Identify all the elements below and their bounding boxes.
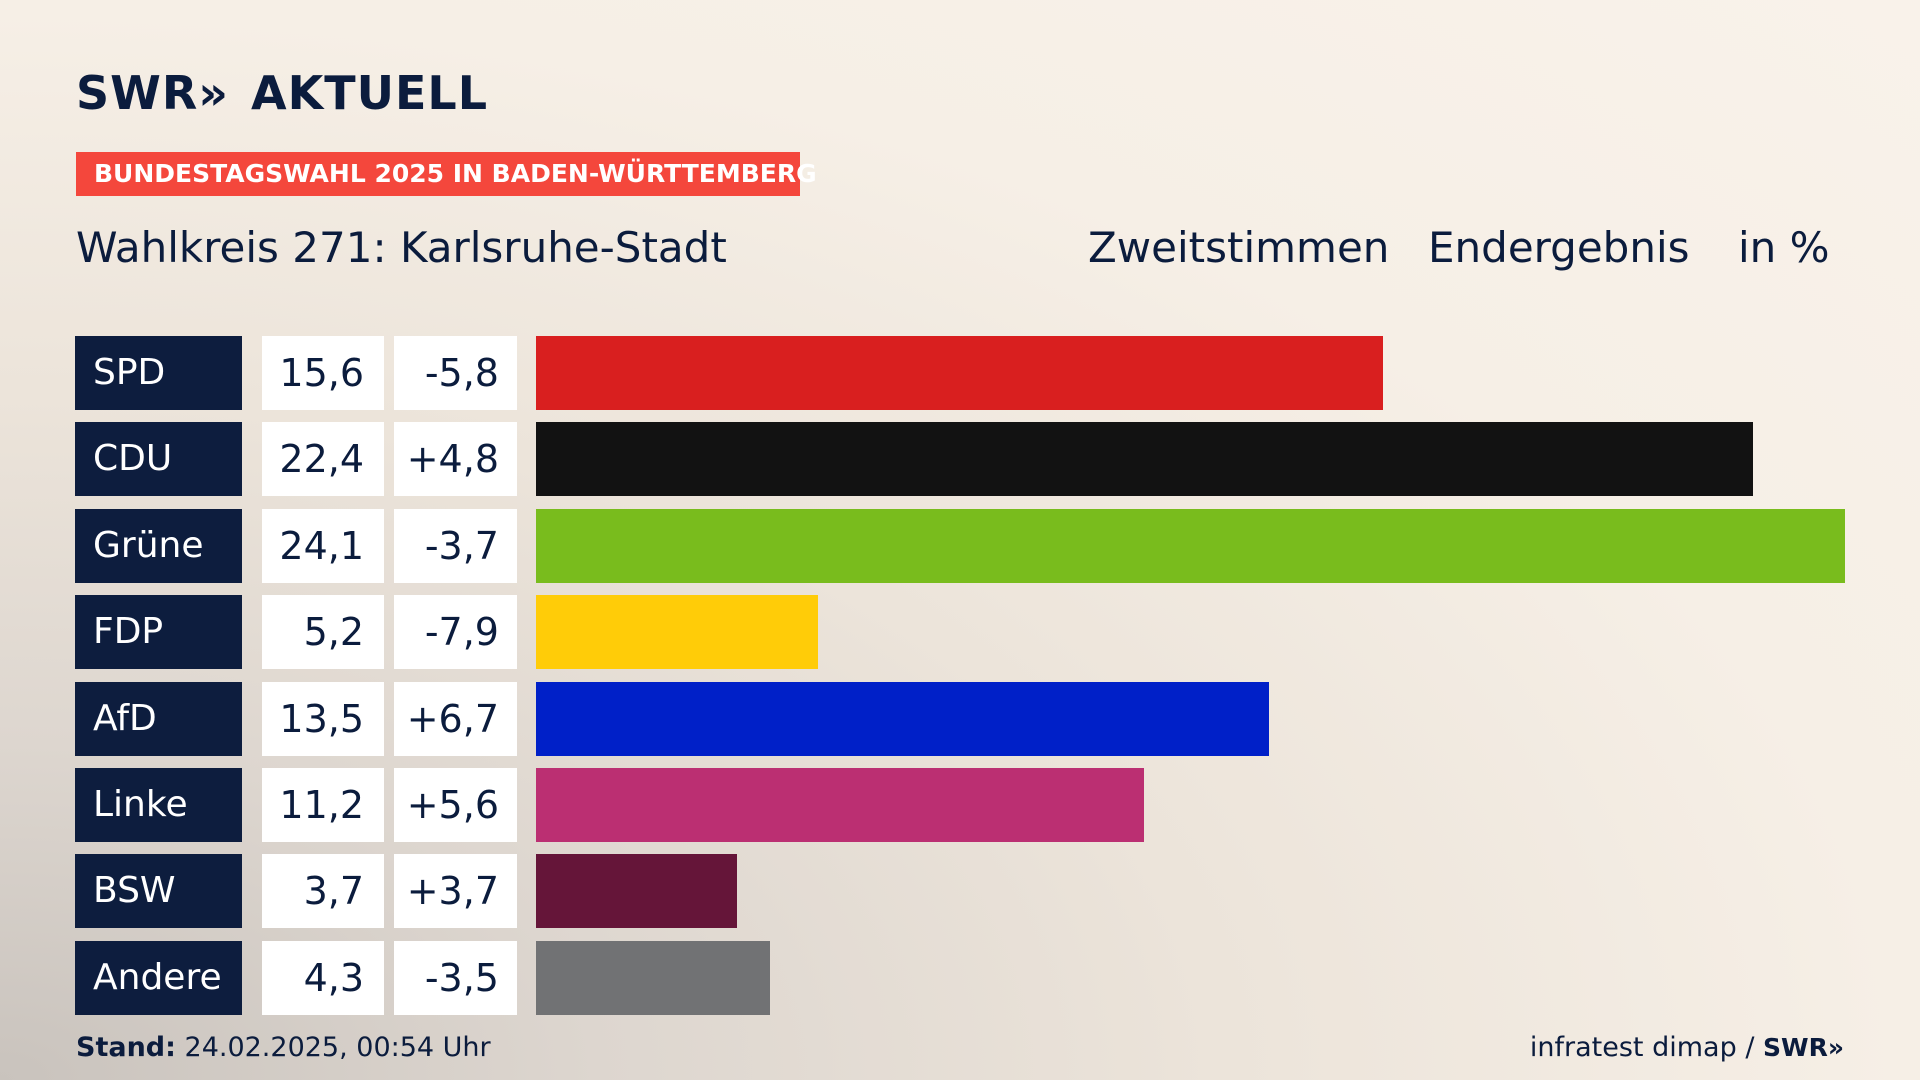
bar-row: Andere 4,3 -3,5 [0,940,1920,1015]
value-label: 4,3 [262,940,384,1015]
value-label: 24,1 [262,508,384,583]
diff-label: +3,7 [394,854,517,929]
value-label: 22,4 [262,422,384,497]
value-label: 13,5 [262,681,384,756]
bar-row: Grüne 24,1 -3,7 [0,508,1920,583]
bar-row: Linke 11,2 +5,6 [0,768,1920,842]
bar-row: AfD 13,5 +6,7 [0,681,1920,756]
value-label: 3,7 [262,854,384,929]
bar-row: CDU 22,4 +4,8 [0,422,1920,497]
diff-label: -7,9 [394,595,517,670]
bar-row: FDP 5,2 -7,9 [0,595,1920,670]
column-header-vote: Zweitstimmen [1088,223,1390,272]
party-label: Grüne [75,508,242,583]
diff-label: +6,7 [394,681,517,756]
swr-aktuell-logo: SWR» AKTUELL [76,66,488,120]
bar-row: BSW 3,7 +3,7 [0,854,1920,929]
party-label: CDU [75,422,242,497]
bar [536,854,737,929]
source-credit: infratest dimap / SWR» [1530,1030,1844,1066]
logo-suffix: AKTUELL [251,66,489,120]
bar [536,768,1145,842]
diff-label: +5,6 [394,768,517,842]
timestamp: Stand: 24.02.2025, 00:54 Uhr [76,1030,491,1066]
column-header-result: Endergebnis [1428,223,1690,272]
bar [536,940,770,1015]
column-header-unit: in % [1738,223,1830,272]
logo-text: SWR [76,66,199,120]
stand-label: Stand: [76,1032,176,1063]
election-banner: BUNDESTAGSWAHL 2025 IN BADEN-WÜRTTEMBERG [76,152,817,196]
bar [536,595,819,670]
value-label: 11,2 [262,768,384,842]
chart-subtitle: Wahlkreis 271: Karlsruhe-Stadt [76,223,727,272]
bar [536,508,1845,583]
value-label: 15,6 [262,336,384,410]
diff-label: +4,8 [394,422,517,497]
party-label: BSW [75,854,242,929]
source-logo: SWR» [1763,1033,1844,1062]
bar [536,422,1753,497]
diff-label: -3,5 [394,940,517,1015]
stand-value: 24.02.2025, 00:54 Uhr [184,1032,491,1063]
source-text: infratest dimap / [1529,1032,1755,1063]
diff-label: -5,8 [394,336,517,410]
party-label: FDP [75,595,242,670]
bar [536,336,1384,410]
party-label: SPD [75,336,242,410]
party-label: Linke [75,768,242,842]
value-label: 5,2 [262,595,384,670]
party-label: AfD [75,681,242,756]
bar [536,681,1270,756]
bar-row: SPD 15,6 -5,8 [0,336,1920,410]
party-label: Andere [75,940,242,1015]
diff-label: -3,7 [394,508,517,583]
